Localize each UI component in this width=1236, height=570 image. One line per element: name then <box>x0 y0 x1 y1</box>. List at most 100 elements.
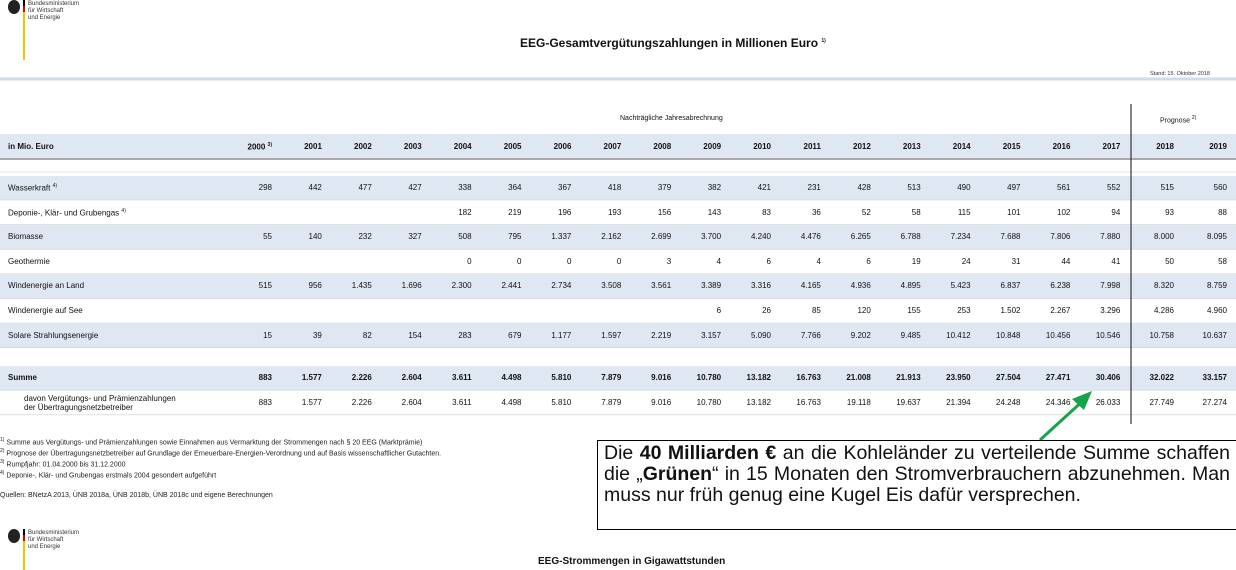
cell-value: 3.611 <box>452 373 472 383</box>
cell-value: 3.561 <box>651 281 672 291</box>
column-header: 2001 <box>276 142 322 151</box>
footnote-marker: 4) <box>0 470 5 476</box>
cell-value: 5.423 <box>950 281 971 291</box>
cell-value: 515 <box>1160 183 1174 192</box>
cell-value: 6.837 <box>1000 281 1021 291</box>
row-label: davon Vergütungs- und Prämienzahlungen <box>24 393 176 403</box>
flag-bar <box>23 529 25 535</box>
cell-value: 0 <box>566 256 572 266</box>
cell-value: 10.780 <box>696 397 722 407</box>
cell-value: 3.316 <box>750 281 771 291</box>
cell-value: 21.913 <box>896 373 921 383</box>
cell-value: 382 <box>707 183 722 192</box>
cell-value: 115 <box>957 207 971 217</box>
year: 2016 <box>1052 142 1071 151</box>
cell-value: 490 <box>957 183 971 192</box>
row-label-text: Summe <box>8 373 37 383</box>
column-header: 2000 3) <box>226 142 272 152</box>
cell-value: 3.611 <box>452 397 472 407</box>
cell-value: 2.699 <box>651 232 672 242</box>
year: 2018 <box>1156 142 1174 151</box>
cell-value: 140 <box>308 232 322 242</box>
cell-value: 39 <box>312 330 322 340</box>
row-shade <box>0 225 1236 250</box>
cell-value: 497 <box>1007 183 1021 192</box>
cell-value: 31 <box>1011 256 1021 266</box>
cell-value: 58 <box>911 207 921 217</box>
cell-value: 182 <box>458 207 472 217</box>
cell-value: 515 <box>258 281 272 291</box>
annotation-box: Die 40 Milliarden € an die Kohleländer z… <box>597 440 1236 530</box>
cell-value: 508 <box>458 232 472 242</box>
cell-value: 883 <box>258 373 272 383</box>
title-text: EEG-Gesamtvergütungszahlungen in Million… <box>520 36 819 50</box>
cell-value: 956 <box>308 281 322 291</box>
cell-value: 3.157 <box>701 330 722 340</box>
row-label: Geothermie <box>8 257 50 266</box>
year: 2007 <box>603 142 622 151</box>
cell-value: 156 <box>657 207 672 217</box>
cell-value: 367 <box>558 183 572 192</box>
cell-value: 10.412 <box>946 330 971 340</box>
row-label: Summe <box>8 373 37 382</box>
cell-value: 421 <box>757 183 771 192</box>
cell-value: 10.758 <box>1149 330 1174 340</box>
cell-value: 23.950 <box>946 373 971 383</box>
footnote-text: Rumpfjahr: 01.04.2000 bis 31.12.2000 <box>6 461 126 469</box>
column-header: 2005 <box>476 142 522 151</box>
cell-value: 9.016 <box>651 397 672 407</box>
row-label: Solare Strahlungsenergie <box>8 331 98 340</box>
cell-value: 9.485 <box>900 330 921 340</box>
flag-bar <box>23 535 25 541</box>
column-header: 2017 <box>1074 142 1121 151</box>
footnote-marker: 2) <box>0 448 5 454</box>
cell-value: 193 <box>607 207 622 217</box>
column-header: 2014 <box>925 142 971 151</box>
title: EEG-Gesamtvergütungszahlungen in Million… <box>520 36 826 50</box>
cell-value: 364 <box>508 183 522 192</box>
ministry-name: Bundesministerium <box>28 530 80 536</box>
cell-value: 7.879 <box>601 397 622 407</box>
note-marker: 1) <box>821 38 826 44</box>
row-label: der Übertragungsnetzbetreiber <box>24 402 133 412</box>
cell-value: 50 <box>1165 256 1174 266</box>
cell-value: 120 <box>857 306 871 315</box>
cell-value: 1.597 <box>601 330 622 340</box>
cell-value: 2.604 <box>401 373 422 383</box>
cell-value: 6 <box>766 256 771 266</box>
group-label: Nachträgliche Jahresabrechnung <box>620 115 723 122</box>
column-header: 2018 <box>1128 142 1174 151</box>
year: 2015 <box>1002 142 1021 151</box>
cell-value: 93 <box>1165 207 1174 217</box>
cell-value: 3.508 <box>601 281 622 291</box>
cell-value: 36 <box>811 207 821 217</box>
note-marker: 4) <box>121 207 126 214</box>
cell-value: 561 <box>1057 183 1071 192</box>
cell-value: 4.240 <box>750 232 771 242</box>
cell-value: 32.022 <box>1149 373 1174 383</box>
cell-value: 883 <box>258 397 272 407</box>
cell-value: 231 <box>807 183 821 192</box>
cell-value: 2.162 <box>601 232 622 242</box>
cell-value: 26 <box>762 306 771 315</box>
row-shade <box>0 274 1236 299</box>
row-label: Deponie-, Klär- und Grubengas 4) <box>8 208 126 218</box>
cell-value: 41 <box>1111 256 1121 266</box>
ministry-name: für Wirtschaft <box>28 8 64 14</box>
corner: in Mio. Euro <box>8 142 54 151</box>
cell-value: 4.498 <box>501 397 522 407</box>
cell-value: 298 <box>258 183 272 192</box>
column-header: 2015 <box>975 142 1021 151</box>
cell-value: 55 <box>263 232 272 242</box>
cell-value: 379 <box>657 183 672 192</box>
row-label: Windenergie an Land <box>8 281 84 290</box>
column-header: 2016 <box>1024 142 1071 151</box>
row-label-text: Biomasse <box>8 232 44 242</box>
cell-value: 253 <box>957 306 971 315</box>
cell-value: 24.248 <box>996 397 1021 407</box>
cell-value: 21.394 <box>946 397 971 407</box>
cell-value: 83 <box>762 207 771 217</box>
cell-value: 1.502 <box>1000 306 1021 315</box>
year: 2004 <box>453 142 472 151</box>
